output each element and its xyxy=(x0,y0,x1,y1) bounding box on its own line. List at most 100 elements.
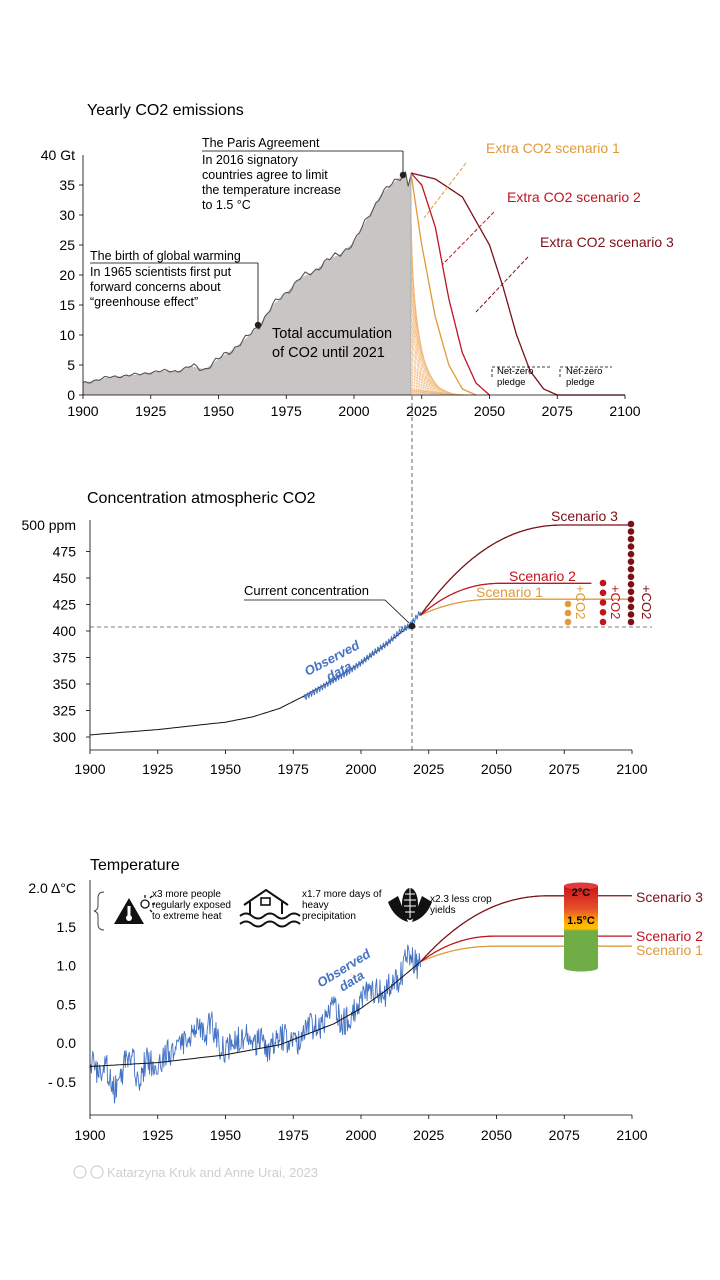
text-line: Net-zero xyxy=(497,366,533,377)
y-tick-label: 0.5 xyxy=(57,996,77,1012)
extra-co2-dot-columns xyxy=(564,520,635,626)
emissions-line xyxy=(82,170,412,384)
x-tick-label: 1900 xyxy=(74,1127,105,1143)
y-tick-label: 300 xyxy=(53,729,77,745)
emissions-title: Yearly CO2 emissions xyxy=(87,102,244,119)
text-line: the temperature increase xyxy=(202,183,341,197)
paris-title: The Paris Agreement xyxy=(202,136,320,150)
extra-co2-dot xyxy=(627,520,635,528)
extra-co2-dot xyxy=(627,550,635,558)
y-tick-label: 475 xyxy=(53,544,77,560)
y-tick-label: 425 xyxy=(53,597,77,613)
scenario1-hatch xyxy=(410,384,461,396)
extra-co2-dot xyxy=(564,618,572,626)
x-tick-label: 1925 xyxy=(135,403,166,419)
temperature-title: Temperature xyxy=(90,857,180,874)
scenario1-pointer xyxy=(423,162,467,219)
y-tick-label: 1.5 xyxy=(57,919,77,935)
extra-co2-dot xyxy=(599,599,607,606)
paris-marker xyxy=(399,171,407,179)
scenario1-label: Extra CO2 scenario 1 xyxy=(486,140,620,156)
pledge2-label: Net-zero pledge xyxy=(566,366,602,388)
temperature-scenario-3-line xyxy=(420,895,565,963)
text-line: x1.7 more days of xyxy=(302,889,382,900)
y-tick-label: 15 xyxy=(59,297,75,313)
plus-co2-label-2: +CO2 xyxy=(608,585,623,619)
x-tick-label: 2100 xyxy=(616,1127,647,1143)
y-tick-label: 20 xyxy=(59,267,75,283)
x-tick-label: 1950 xyxy=(210,761,241,777)
gauge-2c-label: 2°C xyxy=(572,887,591,899)
temperature-panel: Temperature 1900 1925 1950 1975 2000 2025 2050… xyxy=(28,857,703,1143)
emissions-axes: 1900 1925 1950 1975 2000 2025 2050 2075 21000510… xyxy=(41,147,641,419)
emissions-scenario-3-line xyxy=(410,172,558,396)
scenario2-pointer xyxy=(441,211,495,266)
emissions-scenario-1-line xyxy=(410,172,477,396)
y-tick-label: 400 xyxy=(53,623,77,639)
text-line: Net-zero xyxy=(566,366,602,377)
accumulation-label: Total accumulation of CO2 until 2021 xyxy=(272,326,392,361)
paris-text: In 2016 signatory countries agree to limi… xyxy=(202,153,341,212)
x-tick-label: 2050 xyxy=(474,403,505,419)
x-tick-label: 1950 xyxy=(203,403,234,419)
plus-co2-label-3: +CO2 xyxy=(639,585,654,619)
extra-co2-dot xyxy=(627,596,635,603)
x-tick-label: 1925 xyxy=(142,761,173,777)
extra-co2-dot xyxy=(627,588,635,596)
y-top-label: 40 Gt xyxy=(41,147,75,163)
pledge1-bracket xyxy=(491,366,550,377)
corn-icon xyxy=(388,888,432,922)
temperature-scenario-2-line xyxy=(420,935,565,963)
extra-co2-dot xyxy=(627,611,635,618)
temperature-scenario-1-line xyxy=(420,945,565,963)
extra-co2-dot xyxy=(599,589,607,597)
text-line: In 2016 signatory xyxy=(202,153,299,167)
impact-heat-text: x3 more people regularly exposed to extrem… xyxy=(152,889,231,922)
scenario3-label: Extra CO2 scenario 3 xyxy=(540,234,674,250)
text-line: pledge xyxy=(566,377,595,388)
x-tick-label: 2025 xyxy=(406,403,437,419)
text-line: precipitation xyxy=(302,911,356,922)
concentration-trend-line xyxy=(89,625,411,736)
y-tick-label: - 0.5 xyxy=(48,1074,76,1090)
extra-co2-dot xyxy=(564,600,572,608)
y-top-label: 500 ppm xyxy=(22,517,76,533)
text-line: to 1.5 °C xyxy=(202,198,251,212)
cc-icon xyxy=(73,1165,87,1179)
scenario1-hatch xyxy=(410,308,434,396)
extra-co2-dot xyxy=(627,535,635,543)
emissions-scenario-2-line xyxy=(410,172,490,396)
concentration-title: Concentration atmospheric CO2 xyxy=(87,490,316,507)
extra-co2-dot xyxy=(599,618,607,626)
text-line: pledge xyxy=(497,377,526,388)
x-tick-label: 2075 xyxy=(549,761,580,777)
concentration-panel: Concentration atmospheric CO2 1900 1925 19… xyxy=(22,490,654,777)
text-line: x3 more people xyxy=(152,889,221,900)
x-tick-label: 2050 xyxy=(481,1127,512,1143)
extra-co2-dot xyxy=(564,609,572,617)
extra-co2-dot xyxy=(627,603,635,611)
heat-thermometer-icon xyxy=(114,895,155,924)
y-tick-label: 350 xyxy=(53,676,77,692)
text-line: heavy xyxy=(302,900,329,911)
y-tick-label: 0 xyxy=(67,387,75,403)
conc-scenario3-label: Scenario 3 xyxy=(551,508,618,524)
by-icon xyxy=(90,1165,104,1179)
x-tick-label: 1975 xyxy=(278,761,309,777)
credit-text: Katarzyna Kruk and Anne Urai, 2023 xyxy=(107,1165,318,1180)
temperature-observed-line xyxy=(89,944,422,1104)
y-top-label: 2.0 Δ°C xyxy=(28,880,76,896)
extra-co2-dot xyxy=(627,528,635,535)
current-concentration-label: Current concentration xyxy=(244,583,369,598)
flood-house-icon xyxy=(239,888,301,928)
text-line: regularly exposed xyxy=(152,900,231,911)
impact-crop-text: x2.3 less crop yields xyxy=(430,894,492,916)
text-line: yields xyxy=(430,905,456,916)
text-line: of CO2 until 2021 xyxy=(272,345,385,361)
temperature-axes: 1900 1925 1950 1975 2000 2025 2050 2075 2100 - 0.… xyxy=(28,880,648,1143)
y-tick-label: 35 xyxy=(59,177,75,193)
concentration-plot xyxy=(89,524,632,736)
text-line: “greenhouse effect” xyxy=(90,295,198,309)
x-tick-label: 1900 xyxy=(67,403,98,419)
text-line: In 1965 scientists first put xyxy=(90,265,232,279)
